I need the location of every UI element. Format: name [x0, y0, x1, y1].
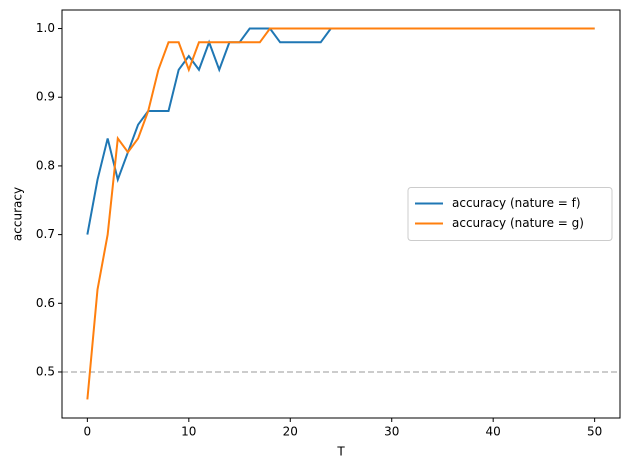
y-tick-label: 1.0 — [36, 21, 55, 35]
y-tick-label: 0.9 — [36, 90, 55, 104]
x-tick-label: 40 — [486, 425, 501, 439]
x-tick-label: 30 — [384, 425, 399, 439]
y-axis-label: accuracy — [11, 187, 25, 241]
data-line — [86, 27, 595, 400]
y-tick-label: 0.6 — [36, 296, 55, 310]
x-tick-label: 0 — [84, 425, 92, 439]
y-tick-label: 0.7 — [36, 227, 55, 241]
x-tick-label: 20 — [283, 425, 298, 439]
plot-frame — [61, 9, 621, 419]
x-axis-label: T — [336, 445, 345, 459]
x-tick-label: 50 — [587, 425, 602, 439]
legend-label: accuracy (nature = f) — [452, 196, 581, 210]
y-tick-label: 0.8 — [36, 158, 55, 172]
legend-label: accuracy (nature = g) — [452, 216, 584, 230]
legend-box — [407, 187, 613, 241]
x-tick-label: 10 — [181, 425, 196, 439]
y-tick-label: 0.5 — [36, 364, 55, 378]
